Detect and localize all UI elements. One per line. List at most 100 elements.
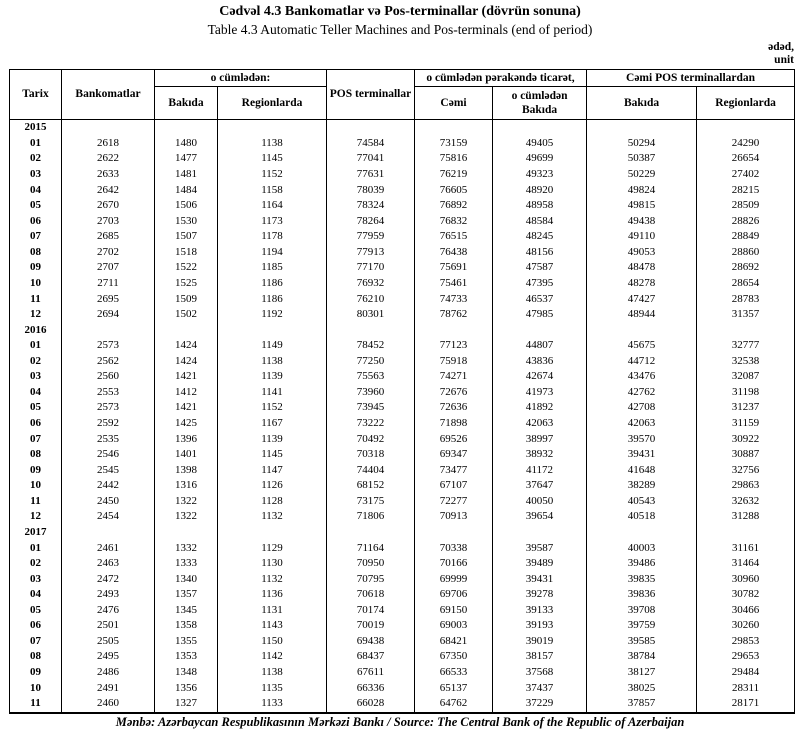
value-cell: 1353 bbox=[154, 649, 218, 665]
value-cell: 1481 bbox=[154, 166, 218, 183]
value-cell: 24290 bbox=[696, 135, 796, 152]
value-cell: 49815 bbox=[586, 197, 698, 214]
month-cell: 11 bbox=[9, 291, 62, 307]
empty-cell bbox=[492, 322, 588, 338]
value-cell: 1421 bbox=[154, 369, 218, 385]
value-cell: 39759 bbox=[586, 618, 698, 634]
value-cell: 69526 bbox=[414, 431, 494, 447]
month-cell: 01 bbox=[9, 337, 62, 354]
header-regionlarda: Regionlarda bbox=[216, 86, 328, 120]
table-header: Tarix Bankomatlar o cümlədən: POS termin… bbox=[9, 69, 796, 120]
value-cell: 1152 bbox=[216, 400, 328, 416]
table-row: 03 2472 1340 1132 70795 69999 39431 39835 30960 bbox=[9, 571, 796, 587]
value-cell: 2476 bbox=[61, 602, 155, 619]
value-cell: 39486 bbox=[586, 555, 698, 572]
value-cell: 1186 bbox=[216, 291, 328, 307]
empty-cell bbox=[586, 119, 698, 136]
value-cell: 42708 bbox=[586, 400, 698, 416]
value-cell: 48584 bbox=[492, 213, 588, 229]
value-cell: 1421 bbox=[154, 400, 218, 416]
value-cell: 2486 bbox=[61, 664, 155, 681]
empty-cell bbox=[492, 524, 588, 541]
table-row: 05 2573 1421 1152 73945 72636 41892 42708 31237 bbox=[9, 400, 796, 416]
value-cell: 77123 bbox=[414, 337, 494, 354]
value-cell: 39489 bbox=[492, 555, 588, 572]
value-cell: 31161 bbox=[696, 540, 796, 556]
value-cell: 37857 bbox=[586, 695, 698, 713]
value-cell: 1355 bbox=[154, 633, 218, 650]
header-bakida: Bakıda bbox=[154, 86, 218, 120]
value-cell: 71898 bbox=[414, 415, 494, 432]
value-cell: 49699 bbox=[492, 151, 588, 167]
value-cell: 1173 bbox=[216, 213, 328, 229]
table-row: 08 2702 1518 1194 77913 76438 48156 49053 28860 bbox=[9, 244, 796, 261]
value-cell: 30887 bbox=[696, 446, 796, 463]
value-cell: 40543 bbox=[586, 493, 698, 510]
value-cell: 74404 bbox=[326, 462, 416, 478]
value-cell: 69706 bbox=[414, 586, 494, 603]
value-cell: 69150 bbox=[414, 602, 494, 619]
value-cell: 76515 bbox=[414, 228, 494, 245]
value-cell: 2633 bbox=[61, 166, 155, 183]
value-cell: 2454 bbox=[61, 509, 155, 525]
value-cell: 42762 bbox=[586, 384, 698, 401]
value-cell: 1322 bbox=[154, 493, 218, 510]
value-cell: 49824 bbox=[586, 182, 698, 198]
value-cell: 37647 bbox=[492, 477, 588, 494]
value-cell: 1192 bbox=[216, 306, 328, 323]
value-cell: 67350 bbox=[414, 649, 494, 665]
value-cell: 1149 bbox=[216, 337, 328, 354]
value-cell: 27402 bbox=[696, 166, 796, 183]
value-cell: 77913 bbox=[326, 244, 416, 261]
month-cell: 06 bbox=[9, 213, 62, 229]
value-cell: 42674 bbox=[492, 369, 588, 385]
value-cell: 1135 bbox=[216, 680, 328, 696]
value-cell: 1348 bbox=[154, 664, 218, 681]
month-cell: 07 bbox=[9, 228, 62, 245]
value-cell: 2695 bbox=[61, 291, 155, 307]
value-cell: 28509 bbox=[696, 197, 796, 214]
value-cell: 49323 bbox=[492, 166, 588, 183]
value-cell: 47587 bbox=[492, 260, 588, 276]
value-cell: 1425 bbox=[154, 415, 218, 432]
value-cell: 1424 bbox=[154, 337, 218, 354]
value-cell: 1507 bbox=[154, 228, 218, 245]
header-cemi: Cəmi bbox=[414, 86, 494, 120]
table-row: 11 2695 1509 1186 76210 74733 46537 47427 28783 bbox=[9, 291, 796, 307]
header-group-perakende: o cümlədən pərakəndə ticarət, bbox=[414, 69, 588, 87]
year-row: 2015 bbox=[9, 119, 796, 136]
value-cell: 37437 bbox=[492, 680, 588, 696]
value-cell: 48278 bbox=[586, 275, 698, 292]
value-cell: 1145 bbox=[216, 151, 328, 167]
value-cell: 68421 bbox=[414, 633, 494, 650]
value-cell: 45675 bbox=[586, 337, 698, 354]
value-cell: 77170 bbox=[326, 260, 416, 276]
value-cell: 2472 bbox=[61, 571, 155, 587]
table-row: 10 2442 1316 1126 68152 67107 37647 38289 29863 bbox=[9, 477, 796, 494]
value-cell: 49110 bbox=[586, 228, 698, 245]
value-cell: 71806 bbox=[326, 509, 416, 525]
value-cell: 41973 bbox=[492, 384, 588, 401]
value-cell: 37229 bbox=[492, 695, 588, 713]
table-row: 10 2711 1525 1186 76932 75461 47395 48278 28654 bbox=[9, 275, 796, 292]
value-cell: 1138 bbox=[216, 664, 328, 681]
table-row: 04 2493 1357 1136 70618 69706 39278 39836 30782 bbox=[9, 586, 796, 603]
value-cell: 2450 bbox=[61, 493, 155, 510]
value-cell: 70174 bbox=[326, 602, 416, 619]
value-cell: 39133 bbox=[492, 602, 588, 619]
value-cell: 2501 bbox=[61, 618, 155, 634]
table-row: 05 2670 1506 1164 78324 76892 48958 49815 28509 bbox=[9, 197, 796, 214]
value-cell: 38997 bbox=[492, 431, 588, 447]
value-cell: 2463 bbox=[61, 555, 155, 572]
empty-cell bbox=[696, 524, 796, 541]
value-cell: 1164 bbox=[216, 197, 328, 214]
statistics-table: Tarix Bankomatlar o cümlədən: POS termin… bbox=[9, 69, 796, 714]
value-cell: 28849 bbox=[696, 228, 796, 245]
value-cell: 73477 bbox=[414, 462, 494, 478]
month-cell: 10 bbox=[9, 275, 62, 292]
value-cell: 30782 bbox=[696, 586, 796, 603]
table-row: 03 2560 1421 1139 75563 74271 42674 43476 32087 bbox=[9, 369, 796, 385]
value-cell: 1424 bbox=[154, 353, 218, 370]
value-cell: 2546 bbox=[61, 446, 155, 463]
value-cell: 2694 bbox=[61, 306, 155, 323]
